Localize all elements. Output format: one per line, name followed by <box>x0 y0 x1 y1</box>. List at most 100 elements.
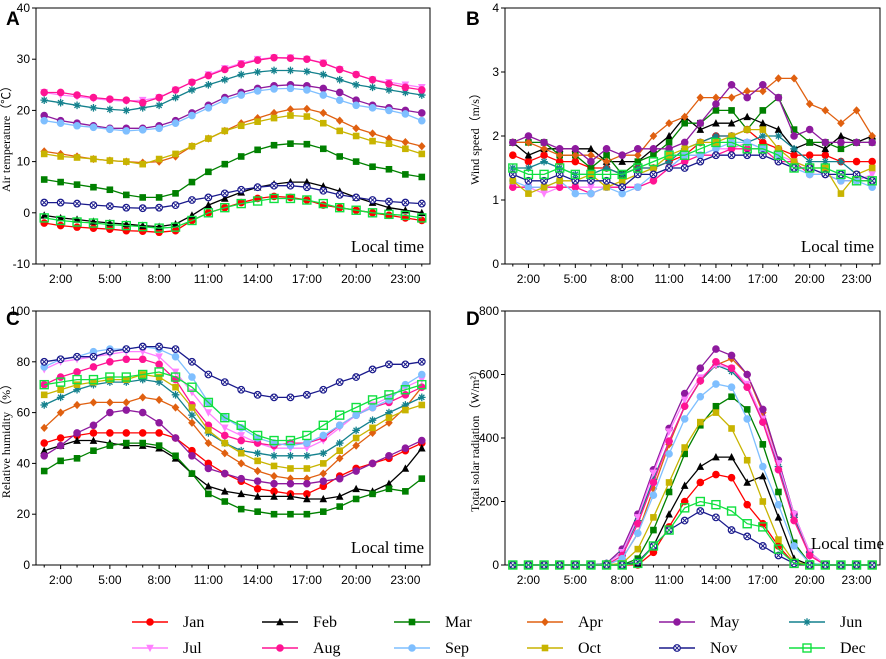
data-point <box>220 202 230 213</box>
data-point-cross <box>419 359 425 365</box>
legend-marker <box>541 644 549 652</box>
legend-item-feb: Feb <box>262 614 337 631</box>
data-point <box>55 215 66 226</box>
data-point <box>868 171 876 179</box>
data-point <box>105 372 115 382</box>
data-point <box>269 193 279 204</box>
data-point-cross <box>238 387 244 393</box>
data-point <box>368 75 377 84</box>
series-line <box>44 143 422 199</box>
data-point <box>385 140 393 147</box>
data-point <box>220 469 229 478</box>
data-point <box>106 442 114 449</box>
legend-label: Mar <box>445 614 472 631</box>
data-point <box>319 460 327 467</box>
x-tick-label: 14:00 <box>243 573 273 587</box>
data-point <box>237 60 246 69</box>
data-point <box>743 126 751 133</box>
data-point <box>252 196 263 206</box>
data-point-cross <box>619 184 625 190</box>
data-point <box>270 510 278 518</box>
legend-label: Jun <box>840 614 862 631</box>
data-point <box>540 144 548 153</box>
data-point <box>368 83 377 92</box>
data-point <box>805 157 814 166</box>
data-point-cross <box>255 184 261 190</box>
data-point <box>286 451 295 460</box>
data-point <box>587 189 595 198</box>
data-point <box>418 173 426 181</box>
data-point-cross <box>729 527 735 533</box>
data-point <box>727 81 736 89</box>
data-point <box>417 91 426 99</box>
data-point <box>220 424 229 432</box>
data-point <box>73 436 81 444</box>
data-point <box>220 75 229 84</box>
data-point <box>417 142 426 151</box>
data-point <box>743 87 751 96</box>
local-time-annotation: Local time <box>801 237 874 256</box>
data-point <box>804 560 815 570</box>
data-point <box>90 155 97 163</box>
data-point <box>664 150 674 160</box>
data-point <box>39 213 49 223</box>
data-point <box>696 478 705 487</box>
data-point <box>385 203 393 211</box>
data-point <box>73 121 81 130</box>
data-point <box>806 139 813 146</box>
data-point <box>712 119 720 127</box>
data-point <box>73 429 81 437</box>
data-point-cross <box>419 201 425 207</box>
data-point <box>603 183 610 191</box>
data-point <box>155 395 163 404</box>
legend-marker <box>276 644 284 652</box>
data-point <box>805 125 814 134</box>
y-tick-label: -10 <box>13 257 31 271</box>
series-oct <box>40 371 426 472</box>
data-point <box>649 491 658 499</box>
data-point <box>336 127 344 135</box>
data-point <box>270 462 278 470</box>
legend-item-apr: Apr <box>527 614 604 631</box>
data-point <box>417 109 426 117</box>
data-point <box>319 91 328 99</box>
data-point <box>697 418 704 426</box>
x-tick-label: 11:00 <box>194 272 223 286</box>
data-point-cross <box>90 202 97 208</box>
data-point <box>335 75 344 84</box>
x-tick-label: 2:00 <box>517 573 541 587</box>
series-aug <box>40 53 426 107</box>
data-point <box>40 423 49 432</box>
data-point-cross <box>386 198 392 205</box>
data-point <box>712 93 720 102</box>
data-point <box>89 421 98 430</box>
data-point <box>188 142 196 150</box>
data-point <box>681 119 688 127</box>
data-point <box>40 446 49 454</box>
data-point <box>665 510 673 518</box>
data-point <box>204 104 213 112</box>
data-point <box>319 469 328 478</box>
data-point <box>335 65 344 74</box>
data-point <box>368 459 377 468</box>
data-point <box>618 189 626 198</box>
data-point <box>837 138 845 147</box>
panel-letter-c: C <box>6 309 20 330</box>
data-point <box>728 132 735 140</box>
data-point-cross <box>510 171 516 177</box>
data-point <box>697 139 704 146</box>
data-point <box>89 436 98 444</box>
series-line <box>512 500 873 566</box>
data-point <box>252 430 263 441</box>
data-point <box>303 439 311 447</box>
data-point <box>122 96 131 104</box>
data-point <box>867 176 877 186</box>
data-point <box>220 449 229 458</box>
data-point <box>681 444 688 451</box>
data-point <box>55 377 66 387</box>
data-point-cross <box>156 344 162 350</box>
series-line <box>512 141 873 182</box>
data-point <box>352 132 360 140</box>
data-point <box>759 418 767 426</box>
data-point <box>401 110 410 118</box>
